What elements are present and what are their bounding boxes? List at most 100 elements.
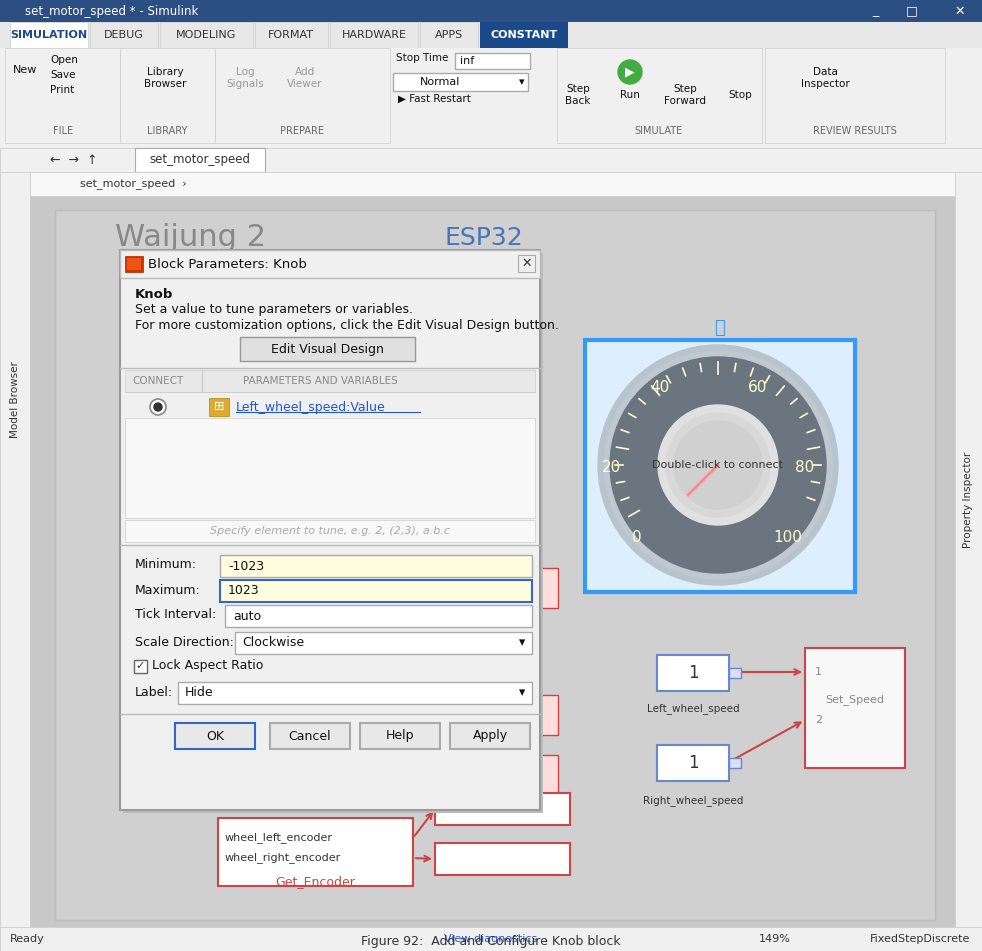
- Text: inf: inf: [460, 56, 474, 66]
- Bar: [455, 53, 530, 69]
- Text: Maximum:: Maximum:: [135, 584, 200, 596]
- Text: Left_wheel_speed: Left_wheel_speed: [647, 703, 739, 714]
- Circle shape: [666, 413, 770, 517]
- Text: Waijung 2: Waijung 2: [115, 223, 266, 253]
- Bar: [393, 53, 453, 69]
- Text: Block Parameters: Knob: Block Parameters: Knob: [148, 258, 306, 270]
- Text: Data
Inspector: Data Inspector: [800, 68, 849, 88]
- Text: Model Browser: Model Browser: [10, 361, 20, 438]
- Text: 1: 1: [815, 667, 822, 677]
- Bar: [235, 632, 532, 654]
- Text: ✓: ✓: [136, 661, 144, 671]
- Text: Hide: Hide: [185, 687, 214, 700]
- Circle shape: [598, 345, 838, 585]
- Bar: [435, 843, 570, 875]
- Bar: [540, 568, 558, 608]
- Bar: [480, 22, 568, 48]
- Text: SIMULATE: SIMULATE: [635, 126, 683, 136]
- Text: Step
Back: Step Back: [566, 85, 591, 106]
- Text: Stop: Stop: [728, 90, 752, 100]
- Bar: [0, 172, 30, 927]
- Bar: [0, 0, 982, 22]
- Text: APPS: APPS: [435, 30, 464, 40]
- Bar: [955, 172, 982, 927]
- Bar: [215, 48, 390, 143]
- Bar: [175, 723, 255, 749]
- Bar: [0, 48, 982, 148]
- Text: ✕: ✕: [521, 257, 532, 269]
- Bar: [125, 520, 535, 542]
- Text: Library
Browser: Library Browser: [143, 68, 187, 88]
- Bar: [585, 340, 855, 592]
- Bar: [55, 210, 935, 920]
- Text: ⊞: ⊞: [214, 400, 224, 414]
- Bar: [5, 48, 120, 143]
- Text: OK: OK: [206, 729, 224, 743]
- Text: set_motor_speed * - Simulink: set_motor_speed * - Simulink: [25, 5, 198, 17]
- Bar: [805, 648, 905, 768]
- Text: set_motor_speed  ›: set_motor_speed ›: [80, 179, 187, 189]
- Text: ✕: ✕: [955, 5, 965, 17]
- Text: REVIEW RESULTS: REVIEW RESULTS: [813, 126, 897, 136]
- Text: Property Inspector: Property Inspector: [963, 452, 973, 548]
- Text: ESP32: ESP32: [445, 226, 523, 250]
- Bar: [125, 256, 143, 272]
- Text: Minimum:: Minimum:: [135, 558, 197, 572]
- Bar: [90, 22, 158, 48]
- Bar: [657, 655, 729, 691]
- Text: wheel_right_encoder: wheel_right_encoder: [225, 852, 342, 864]
- Bar: [240, 337, 415, 361]
- Bar: [657, 745, 729, 781]
- Text: Get_Encoder: Get_Encoder: [275, 876, 355, 888]
- Text: Specify element to tune, e.g. 2, (2,3), a.b.c: Specify element to tune, e.g. 2, (2,3), …: [210, 526, 450, 536]
- Bar: [125, 370, 535, 392]
- Text: PREPARE: PREPARE: [280, 126, 324, 136]
- Text: Set a value to tune parameters or variables.: Set a value to tune parameters or variab…: [135, 303, 413, 317]
- Bar: [330, 22, 418, 48]
- Text: 1: 1: [687, 664, 698, 682]
- Text: 1: 1: [687, 754, 698, 772]
- Bar: [0, 927, 982, 951]
- Bar: [134, 660, 147, 673]
- Bar: [225, 605, 532, 627]
- Text: Step
Forward: Step Forward: [664, 85, 706, 106]
- Text: Right_wheel_speed: Right_wheel_speed: [643, 795, 743, 805]
- Bar: [518, 255, 535, 272]
- Text: □: □: [906, 5, 918, 17]
- Text: Set_Speed: Set_Speed: [826, 694, 885, 706]
- Bar: [160, 22, 253, 48]
- Text: 60: 60: [748, 380, 768, 396]
- Text: Add
Viewer: Add Viewer: [288, 68, 323, 88]
- Text: ▾: ▾: [518, 687, 525, 700]
- Bar: [0, 148, 982, 172]
- Bar: [435, 793, 570, 825]
- Text: Edit Visual Design: Edit Visual Design: [271, 342, 383, 356]
- Text: Knob: Knob: [135, 287, 174, 301]
- Text: Help: Help: [386, 729, 414, 743]
- Circle shape: [610, 357, 826, 573]
- Text: -1023: -1023: [228, 559, 264, 573]
- Bar: [540, 695, 558, 735]
- Bar: [135, 148, 265, 172]
- Circle shape: [604, 351, 832, 579]
- Text: Left_wheel_speed:Value: Left_wheel_speed:Value: [236, 400, 386, 414]
- Text: LIBRARY: LIBRARY: [147, 126, 188, 136]
- Bar: [220, 580, 532, 602]
- Text: Open: Open: [50, 55, 78, 65]
- Bar: [120, 48, 215, 143]
- Bar: [120, 250, 540, 278]
- Text: Scale Direction:: Scale Direction:: [135, 636, 234, 650]
- Text: For more customization options, click the Edit Visual Design button.: For more customization options, click th…: [135, 320, 559, 333]
- Text: View diagnostics: View diagnostics: [445, 934, 537, 944]
- Text: 20: 20: [602, 459, 622, 475]
- Text: FILE: FILE: [53, 126, 73, 136]
- Bar: [0, 22, 982, 142]
- Text: FORMAT: FORMAT: [268, 30, 314, 40]
- Text: ▾: ▾: [518, 636, 525, 650]
- Text: Label:: Label:: [135, 686, 173, 698]
- Bar: [270, 723, 350, 749]
- Bar: [120, 250, 540, 810]
- Text: Clockwise: Clockwise: [242, 636, 304, 650]
- Text: Log
Signals: Log Signals: [226, 68, 264, 88]
- Bar: [0, 22, 982, 48]
